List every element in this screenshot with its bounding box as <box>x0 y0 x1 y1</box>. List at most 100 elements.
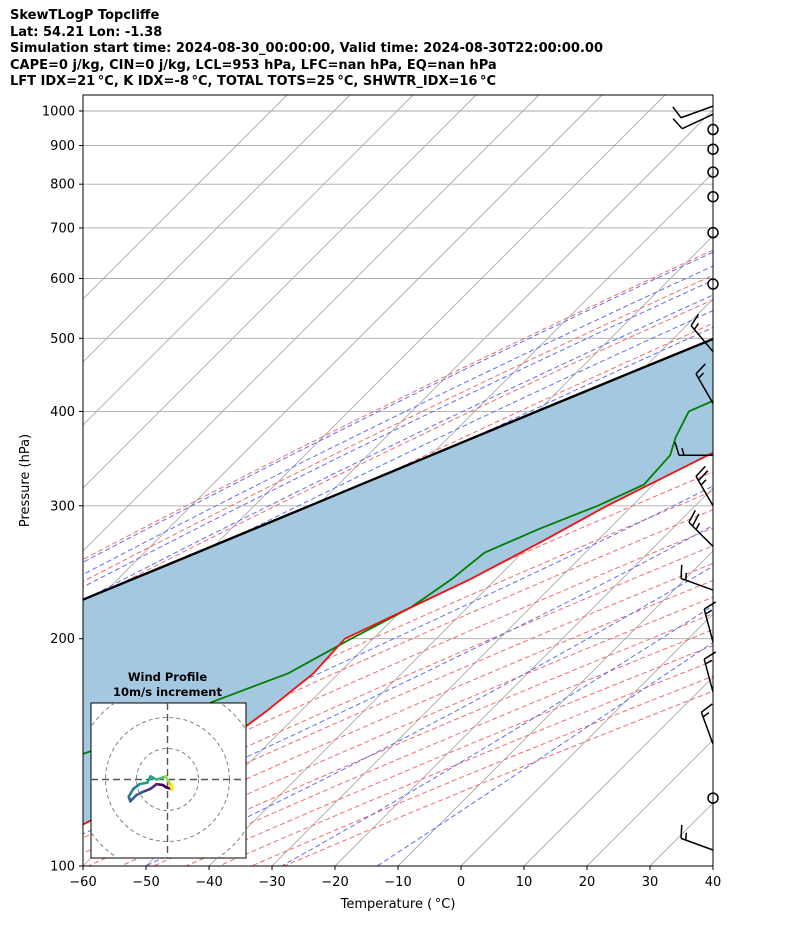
x-axis-label: Temperature ( °C) <box>340 897 456 912</box>
index-line: LFT IDX=21 °C, K IDX=-8 °C, TOTAL TOTS=2… <box>10 74 497 89</box>
isotherm-gridline <box>83 95 414 426</box>
wind-barb <box>707 166 719 178</box>
barb-staff <box>680 837 714 851</box>
moist-adiabat <box>83 279 713 588</box>
barb-half-flag <box>697 372 705 379</box>
barb-flag <box>697 470 709 482</box>
isotherm-gridline <box>83 95 666 678</box>
dry-adiabat <box>83 562 713 839</box>
x-tick-label: −50 <box>132 875 159 890</box>
wind-barb <box>703 651 717 693</box>
x-tick-label: 10 <box>516 875 533 890</box>
dry-adiabat <box>251 675 713 866</box>
barb-staff <box>703 608 714 643</box>
hodograph-segment <box>129 793 138 803</box>
wind-barb <box>695 465 714 507</box>
y-tick-label: 300 <box>50 499 75 514</box>
barb-staff <box>681 113 714 130</box>
isotherm-gridline <box>83 95 351 363</box>
calm-circle <box>707 278 719 290</box>
barb-flag <box>700 703 713 713</box>
wind-barb <box>690 313 714 353</box>
wind-barb <box>674 442 713 456</box>
barb-flag <box>703 651 717 660</box>
y-axis-label: Pressure (hPa) <box>18 434 33 527</box>
y-tick-label: 700 <box>50 221 75 236</box>
barb-flag <box>691 513 700 527</box>
wind-barb <box>672 105 714 119</box>
temperature-line <box>83 451 713 826</box>
barb-staff <box>703 658 714 693</box>
wind-barb <box>707 278 719 290</box>
barb-flag <box>690 313 700 327</box>
isotherm-gridline <box>523 676 713 866</box>
isotherm-gridline <box>460 613 713 866</box>
y-tick-label: 900 <box>50 139 75 154</box>
y-tick-label: 1000 <box>42 104 75 119</box>
wind-barb <box>680 564 714 591</box>
barb-staff <box>695 475 714 507</box>
x-tick-label: −20 <box>321 875 348 890</box>
wind-barb <box>703 601 717 643</box>
barb-half-flag <box>702 712 710 718</box>
dewpoint-line <box>83 399 713 755</box>
barb-half-flag <box>705 659 713 665</box>
barb-staff <box>680 105 714 119</box>
dry-adiabat <box>83 249 713 561</box>
y-tick-label: 100 <box>50 860 75 875</box>
hodograph-segment <box>141 787 152 794</box>
calm-circle <box>707 792 719 804</box>
x-tick-label: −30 <box>258 875 285 890</box>
calm-circle <box>707 143 719 155</box>
time-line: Simulation start time: 2024-08-30_00:00:… <box>10 41 603 56</box>
isotherm-gridline <box>649 802 713 866</box>
barb-staff <box>690 325 714 353</box>
dry-adiabat <box>153 629 713 866</box>
barb-half-flag <box>693 322 700 330</box>
barb-half-flag <box>685 832 688 841</box>
x-tick-label: −60 <box>69 875 96 890</box>
chart-title: SkewTLogP Topcliffe <box>10 8 160 23</box>
barb-staff <box>680 577 714 591</box>
y-tick-label: 600 <box>50 272 75 287</box>
hodograph-subtitle: 10m/s increment <box>113 685 222 699</box>
dry-adiabat <box>83 299 713 604</box>
barb-half-flag <box>695 522 701 530</box>
dry-adiabat <box>283 690 713 866</box>
wind-barb <box>680 824 714 851</box>
x-tick-label: 0 <box>457 875 465 890</box>
wind-barb <box>707 143 719 155</box>
hodograph-segment <box>127 787 135 798</box>
x-tick-label: 20 <box>579 875 596 890</box>
isotherm-gridline <box>83 95 477 489</box>
dry-adiabat <box>120 613 713 866</box>
barb-flag <box>688 510 696 523</box>
isotherm-gridline <box>712 865 713 866</box>
barb-flag <box>680 564 683 579</box>
wind-barb <box>707 123 719 136</box>
barb-half-flag <box>681 448 685 456</box>
calm-circle <box>707 166 719 178</box>
y-tick-label: 400 <box>50 405 75 420</box>
location-line: Lat: 54.21 Lon: -1.38 <box>10 24 163 40</box>
hodograph-ring <box>136 748 199 811</box>
x-tick-label: 40 <box>705 875 722 890</box>
barb-flag <box>672 118 683 130</box>
barb-half-flag <box>700 479 707 486</box>
moist-adiabat <box>83 265 713 576</box>
hodograph-title: Wind Profile <box>128 670 208 684</box>
isotherm-gridline <box>334 487 713 866</box>
isotherm-gridline <box>397 550 713 866</box>
x-tick-label: −10 <box>384 875 411 890</box>
y-tick-label: 200 <box>50 632 75 647</box>
barb-staff <box>695 373 714 404</box>
wind-barb <box>707 792 719 804</box>
barb-flag <box>695 465 706 477</box>
cape-line: CAPE=0 j/kg, CIN=0 j/kg, LCL=953 hPa, LF… <box>10 57 497 73</box>
barb-flag <box>695 363 706 375</box>
isotherm-gridline <box>83 95 288 300</box>
dry-adiabat <box>83 274 713 583</box>
barb-staff <box>688 521 714 547</box>
barb-half-flag <box>685 572 688 581</box>
